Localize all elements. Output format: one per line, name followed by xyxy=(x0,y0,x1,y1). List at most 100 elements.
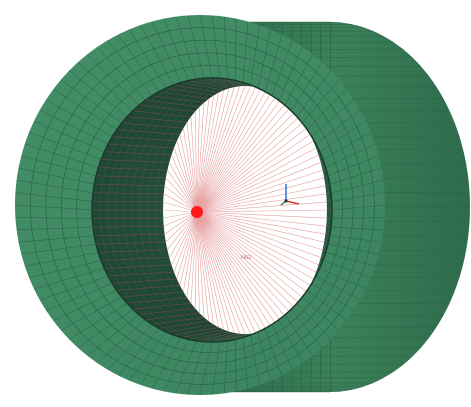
rbe-spoke xyxy=(196,211,240,334)
bore-longitudinal-line xyxy=(121,122,184,129)
bore-longitudinal-line xyxy=(101,257,170,261)
rbe-spoke xyxy=(196,95,214,213)
face-radial-line xyxy=(329,235,382,243)
rbe-spoke xyxy=(196,211,314,280)
face-radial-line xyxy=(315,275,361,301)
face-radial-line xyxy=(330,179,384,194)
load-point-marker[interactable] xyxy=(191,206,203,218)
bore-longitudinal-line xyxy=(121,291,184,298)
face-radial-line xyxy=(235,339,237,392)
rbe-spoke xyxy=(196,185,326,213)
rbe-spoke xyxy=(173,147,198,213)
rbe-spoke xyxy=(190,116,198,213)
face-ring-line xyxy=(30,27,375,385)
face-radial-line xyxy=(325,252,376,267)
bore-ring-line xyxy=(123,81,330,339)
face-radial-line xyxy=(199,341,213,396)
bore-longitudinal-line xyxy=(173,84,219,93)
face-radial-line xyxy=(319,120,367,152)
rbe-spoke xyxy=(196,211,311,286)
face-radial-line xyxy=(60,79,122,124)
rbe-spoke xyxy=(196,211,327,219)
rbe-spoke xyxy=(196,95,277,213)
rbe-spokes xyxy=(162,85,328,335)
rbe-spoke xyxy=(196,211,296,309)
face-radial-line xyxy=(97,46,146,101)
rbe-spoke xyxy=(196,211,256,334)
bore-longitudinal-line xyxy=(151,95,205,103)
face-radial-line xyxy=(278,46,304,101)
face-ring-line xyxy=(45,39,365,375)
rbe-spoke xyxy=(196,86,256,213)
face-radial-line xyxy=(257,29,272,89)
rbe-spoke xyxy=(196,211,291,314)
rbe-spoke xyxy=(196,211,205,318)
bore-longitudinal-line xyxy=(98,167,168,171)
face-radial-line xyxy=(16,226,94,231)
face-radial-line xyxy=(311,283,354,311)
rbe-spoke xyxy=(186,122,198,213)
face-radial-line xyxy=(69,70,128,117)
rbe-spoke xyxy=(194,111,198,213)
bore-longitudinal-line xyxy=(145,312,200,320)
face-radial-line xyxy=(187,15,205,79)
bore-longitudinal-line xyxy=(219,333,251,342)
face-radial-line xyxy=(327,155,379,177)
face-radial-line xyxy=(290,309,323,349)
face-radial-line xyxy=(34,268,105,290)
rbe-spoke xyxy=(183,128,198,213)
face-ring-line xyxy=(76,65,343,353)
face-radial-line xyxy=(290,62,323,111)
rbe-spoke xyxy=(196,211,300,304)
rbe-spoke xyxy=(196,211,267,330)
bore-longitudinal-line xyxy=(138,105,196,112)
rbe-spoke xyxy=(196,211,323,251)
rbe-spoke xyxy=(196,211,304,298)
face-radial-line xyxy=(296,70,332,117)
bore-longitudinal-line xyxy=(94,184,165,186)
face-radial-line xyxy=(39,109,109,145)
bore-longitudinal-line xyxy=(108,271,174,277)
triad-x-axis xyxy=(285,200,300,205)
rbe-spoke xyxy=(196,111,296,213)
face-radial-line xyxy=(187,341,205,395)
rbe-spoke xyxy=(165,177,198,213)
rbe-spoke xyxy=(196,106,200,213)
face-radial-line xyxy=(107,324,153,370)
rbe-spoke xyxy=(173,211,198,273)
face-radial-line xyxy=(223,16,228,80)
rbe-spoke xyxy=(196,92,272,213)
bore-longitudinal-line xyxy=(326,217,332,219)
bore-longitudinal-line xyxy=(151,317,205,325)
bore-ring-line xyxy=(107,79,332,341)
face-radial-line xyxy=(69,303,128,340)
face-radial-line xyxy=(302,296,340,331)
rbe-spoke xyxy=(196,211,235,334)
rbe-spoke xyxy=(196,211,319,266)
face-radial-line xyxy=(117,328,160,376)
face-radial-line xyxy=(53,89,117,130)
face-radial-line xyxy=(242,337,249,389)
face-radial-line xyxy=(271,324,293,370)
face-radial-line xyxy=(211,341,221,395)
rbe-spoke xyxy=(196,98,210,213)
bore-longitudinal-line xyxy=(96,175,166,179)
face-radial-line xyxy=(307,89,347,130)
rbe-spoke xyxy=(196,211,251,334)
face-radial-line xyxy=(151,21,182,83)
face-radial-line xyxy=(163,339,189,392)
face-radial-line xyxy=(107,40,153,96)
rbe-spoke xyxy=(196,86,240,213)
rbe-spoke xyxy=(171,155,198,213)
face-radial-line xyxy=(129,331,167,381)
bore-longitudinal-line xyxy=(127,297,188,304)
rbe-spoke xyxy=(196,211,327,227)
face-radial-line xyxy=(330,226,384,231)
rbe-spoke xyxy=(196,211,200,314)
face-radial-line xyxy=(28,132,102,160)
face-radial-line xyxy=(140,334,174,386)
face-radial-line xyxy=(278,319,303,364)
face-radial-line xyxy=(302,79,340,124)
